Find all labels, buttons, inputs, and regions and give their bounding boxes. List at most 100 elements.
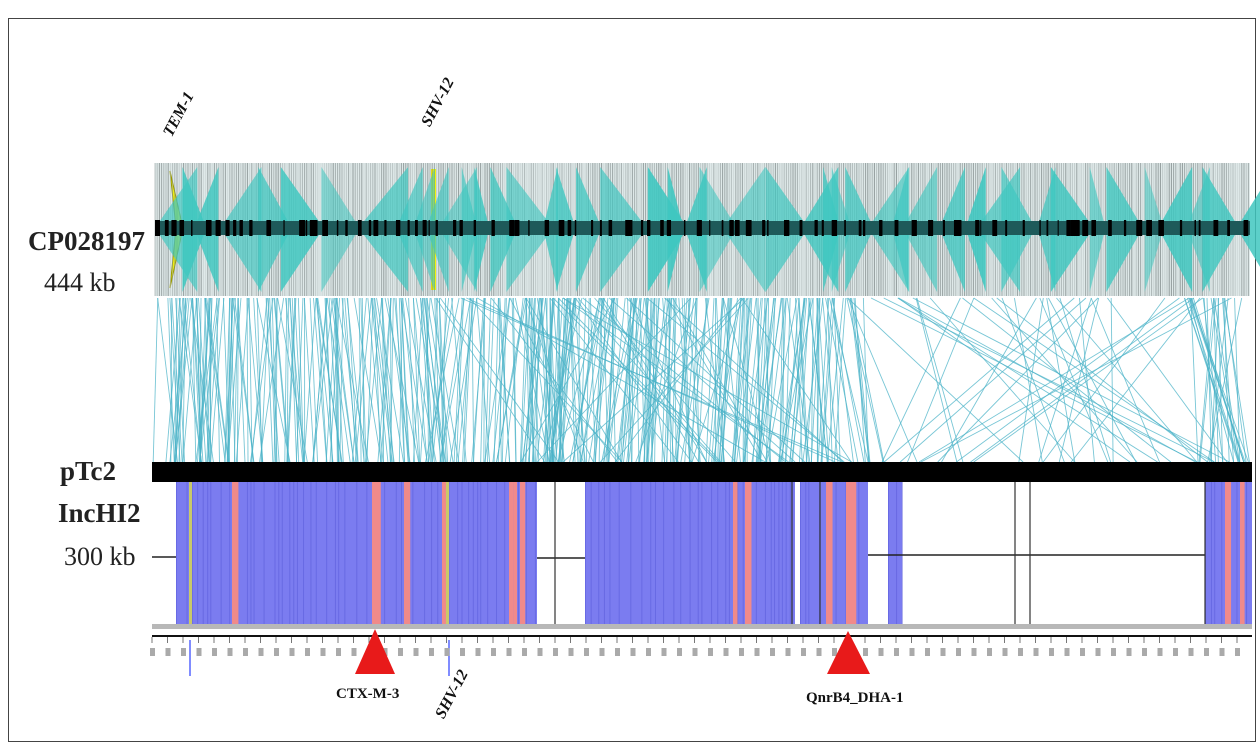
ruler-tick-label xyxy=(537,648,543,656)
synteny-link xyxy=(247,297,264,463)
coverage-hit xyxy=(509,482,514,624)
coverage-stripe xyxy=(781,482,783,624)
tem1-coverage-mark xyxy=(189,482,192,626)
ruler-tick-label xyxy=(1049,648,1054,656)
synteny-link xyxy=(182,297,202,463)
synteny-link xyxy=(731,297,751,463)
backbone-block xyxy=(415,220,418,236)
coverage-stripe xyxy=(711,482,713,624)
synteny-link xyxy=(808,297,828,463)
ruler-tick-label xyxy=(677,648,682,656)
coverage-stripe xyxy=(858,482,860,624)
ruler-tick-label xyxy=(909,648,915,656)
synteny-link xyxy=(1048,297,1137,463)
synteny-link xyxy=(353,297,382,463)
coverage-stripe xyxy=(263,482,265,624)
synteny-link xyxy=(755,297,766,463)
coverage-hit xyxy=(404,482,411,624)
synteny-link xyxy=(1199,297,1217,463)
coverage-stripe xyxy=(191,482,193,624)
coverage-hit xyxy=(514,482,518,624)
synteny-link xyxy=(226,297,236,463)
synteny-link xyxy=(1206,297,1212,463)
synteny-link xyxy=(574,297,585,463)
ruler-tick-label xyxy=(553,648,558,656)
backbone-block xyxy=(215,220,221,236)
coverage-stripe xyxy=(590,482,592,624)
synteny-link xyxy=(608,297,796,463)
synteny-link xyxy=(789,297,806,463)
coverage-stripe xyxy=(293,482,295,624)
synteny-link xyxy=(209,297,212,463)
synteny-link xyxy=(204,297,226,463)
synteny-link xyxy=(575,297,692,463)
synteny-link xyxy=(542,297,583,463)
synteny-link xyxy=(719,297,731,463)
coverage-stripe xyxy=(281,482,283,624)
synteny-link xyxy=(742,297,745,463)
synteny-link xyxy=(621,297,636,463)
ruler-tick-label xyxy=(196,648,202,656)
backbone-block xyxy=(879,220,883,236)
synteny-link xyxy=(897,297,1158,463)
backbone-block xyxy=(1123,220,1127,236)
synteny-link xyxy=(420,297,442,463)
coverage-hit xyxy=(846,482,852,624)
synteny-link xyxy=(1189,297,1249,463)
ruler-tick-label xyxy=(460,648,465,656)
synteny-link xyxy=(377,297,392,463)
synteny-link xyxy=(833,297,847,463)
ruler-tick-label xyxy=(429,648,434,656)
synteny-link xyxy=(1056,297,1198,463)
backbone-block xyxy=(1075,220,1080,236)
synteny-link xyxy=(286,297,289,463)
synteny-link xyxy=(174,297,178,463)
coverage-stripe xyxy=(609,482,611,624)
synteny-link xyxy=(691,297,743,463)
coverage-stripe xyxy=(789,482,791,624)
backbone-block xyxy=(395,220,401,236)
synteny-link xyxy=(619,297,633,463)
ruler-tick-label xyxy=(289,648,295,656)
coverage-hit xyxy=(376,482,381,624)
backbone-block xyxy=(953,220,960,236)
coverage-stripe xyxy=(742,482,744,624)
synteny-link xyxy=(915,297,958,463)
coverage-stripe xyxy=(835,482,837,624)
ruler-ticks xyxy=(150,637,1240,656)
ruler-tick-label xyxy=(723,648,729,656)
synteny-link xyxy=(291,297,300,463)
synteny-link xyxy=(883,297,1075,463)
synteny-link xyxy=(259,297,285,463)
synteny-link xyxy=(562,297,852,463)
backbone-block xyxy=(428,220,430,236)
coverage-stripe xyxy=(673,482,675,624)
backbone-block xyxy=(239,220,243,236)
backbone-block xyxy=(862,220,866,236)
synteny-link xyxy=(420,297,433,463)
synteny-link xyxy=(937,297,1099,463)
coverage-hit xyxy=(826,482,833,624)
ruler-tick-label xyxy=(165,648,171,656)
synteny-link xyxy=(248,297,253,463)
synteny-link xyxy=(412,297,428,463)
ruler-tick-label xyxy=(940,648,946,656)
synteny-link xyxy=(514,297,550,463)
coverage-stripe xyxy=(468,482,470,624)
synteny-link xyxy=(171,297,183,463)
ruler-tick-label xyxy=(630,648,636,656)
ruler-tick-label xyxy=(956,648,961,656)
synteny-link xyxy=(169,297,181,463)
synteny-link xyxy=(736,297,757,463)
synteny-link xyxy=(344,297,357,463)
synteny-link xyxy=(594,297,736,463)
backbone-block xyxy=(336,220,339,236)
synteny-link xyxy=(341,297,359,463)
ruler-tick-label xyxy=(320,648,326,656)
synteny-link xyxy=(287,297,297,463)
backbone-block xyxy=(299,220,305,236)
synteny-link xyxy=(973,297,1203,463)
ruler-tick-label xyxy=(801,648,806,656)
coverage-stripe xyxy=(888,482,889,624)
